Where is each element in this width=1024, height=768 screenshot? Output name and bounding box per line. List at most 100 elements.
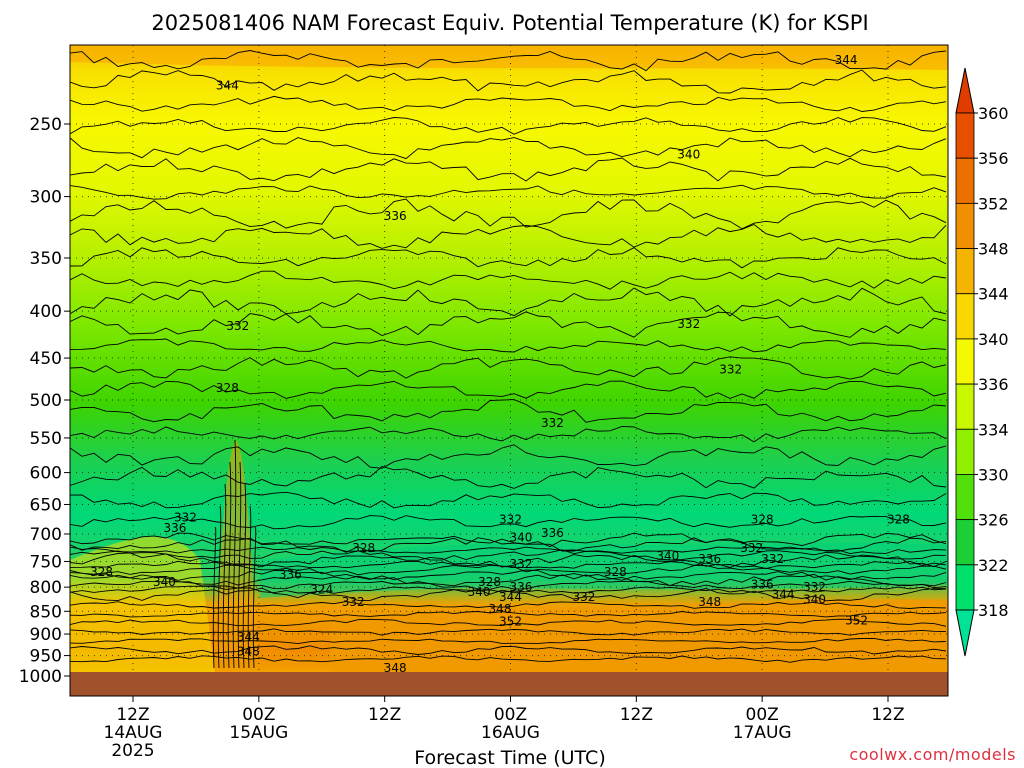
colorbar-segment — [955, 248, 975, 295]
contour-label: 332 — [677, 317, 700, 331]
grid — [70, 45, 948, 696]
y-tick-label: 300 — [30, 188, 62, 208]
colorbar-segment — [955, 338, 975, 385]
x-tick-label: 12Z — [620, 705, 653, 725]
contour-line — [70, 184, 947, 200]
contour-label: 332 — [174, 511, 197, 525]
contour-label: 340 — [153, 575, 176, 589]
contour-line — [70, 618, 947, 627]
contour-label: 332 — [510, 557, 533, 571]
contour-label: 328 — [887, 512, 910, 526]
contour-label: 340 — [803, 592, 826, 606]
y-tick-label: 900 — [30, 625, 62, 645]
contour-label: 332 — [740, 541, 763, 555]
colorbar-segment — [955, 293, 975, 340]
contour-line — [70, 628, 947, 636]
contour-label: 332 — [572, 590, 595, 604]
plot-frame — [69, 44, 949, 697]
contour-label: 332 — [719, 362, 742, 376]
contour-label: 332 — [541, 416, 564, 430]
y-tick-label: 650 — [30, 495, 62, 515]
contour-label: 328 — [478, 575, 501, 589]
contour-label: 348 — [384, 661, 407, 675]
contour-line — [70, 198, 947, 230]
x-tick-label: 16AUG — [481, 723, 540, 743]
contour-label: 328 — [352, 541, 375, 555]
contour-label: 324 — [310, 583, 333, 597]
colorbar-segment — [955, 474, 975, 521]
contour-line — [70, 247, 947, 269]
contour-line — [222, 483, 227, 669]
contour-line — [217, 505, 222, 669]
colorbar-tick-label: 352 — [978, 194, 1009, 213]
contour-label: 348 — [698, 595, 721, 609]
credit-text: coolwx.com/models — [849, 745, 1016, 764]
y-tick-label: 250 — [30, 115, 62, 135]
x-tick-label: 00Z — [242, 705, 275, 725]
contour-label: 344 — [835, 53, 858, 67]
contour-label: 348 — [489, 602, 512, 616]
upper-warm-cap — [70, 45, 948, 70]
colorbar: 360 356 352 348 344 340 336 334 330 326 322 318 — [955, 67, 1009, 657]
x-tick-label: 15AUG — [229, 723, 288, 743]
contour-line — [70, 515, 947, 530]
contour-label: 336 — [163, 521, 186, 535]
y-tick-label: 800 — [30, 578, 62, 598]
colorbar-tick-label: 356 — [978, 149, 1009, 168]
contour-label: 332 — [342, 595, 365, 609]
contour-label: 336 — [510, 580, 533, 594]
colorbar-tick-label: 318 — [978, 601, 1009, 620]
contour-label: 348 — [237, 644, 260, 658]
contour-line — [70, 223, 947, 249]
chart-title: 2025081406 NAM Forecast Equiv. Potential… — [151, 11, 868, 35]
contour-line — [70, 69, 947, 94]
contour-line — [70, 549, 947, 561]
contour-line — [70, 338, 947, 353]
colorbar-tick-label: 336 — [978, 375, 1009, 394]
contour-line — [70, 311, 947, 338]
contour-label: 336 — [751, 578, 774, 592]
contour-label: 344 — [216, 79, 239, 93]
y-tick-label: 400 — [30, 302, 62, 322]
colorbar-tick-label: 322 — [978, 556, 1009, 575]
contour-line — [70, 573, 947, 587]
contour-label: 352 — [499, 614, 522, 628]
colorbar-segment — [955, 383, 975, 430]
contour-line — [70, 287, 947, 317]
contour-line — [70, 491, 947, 509]
contour-label: 328 — [216, 381, 239, 395]
y-tick-label: 550 — [30, 429, 62, 449]
colorbar-segment — [955, 519, 975, 566]
contour-line — [70, 444, 947, 469]
contour-label: 352 — [845, 614, 868, 628]
contour-label: 332 — [499, 512, 522, 526]
y-axis: 250 300 350 400 450 500 550 600 650 700 750 800 850 9… — [19, 115, 70, 687]
y-tick-label: 700 — [30, 525, 62, 545]
contour-line — [70, 50, 947, 72]
colorbar-segment — [955, 157, 975, 204]
contour-line — [70, 380, 947, 399]
contour-line — [70, 270, 947, 290]
contour-lines — [70, 50, 947, 669]
x-axis-label: Forecast Time (UTC) — [414, 747, 605, 768]
contour-label: 332 — [803, 580, 826, 594]
y-tick-label: 750 — [30, 552, 62, 572]
contour-label: 344 — [237, 630, 260, 644]
colorbar-tick-label: 344 — [978, 285, 1009, 304]
contour-label: 328 — [90, 565, 113, 579]
contour-label: 336 — [541, 526, 564, 540]
contour-label: 340 — [510, 530, 533, 544]
x-tick-label: 12Z — [116, 705, 149, 725]
contour-label: 328 — [604, 565, 627, 579]
colorbar-extend-max — [955, 67, 975, 114]
colorbar-tick-label: 326 — [978, 511, 1009, 530]
contour-label: 344 — [772, 588, 795, 602]
colorbar-segment — [955, 202, 975, 249]
contour-label: 332 — [761, 552, 784, 566]
colorbar-segment — [955, 112, 975, 159]
x-tick-label: 12Z — [871, 705, 904, 725]
contour-line — [70, 611, 947, 618]
contour-line — [70, 546, 947, 555]
